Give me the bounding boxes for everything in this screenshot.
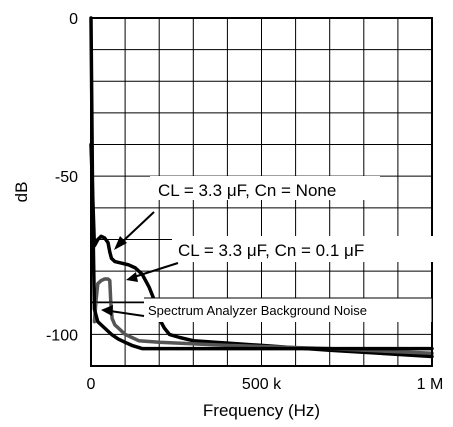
annotation-1-label: CL = 3.3 μF, Cn = None [158, 181, 336, 200]
y-tick-label: 0 [69, 11, 78, 28]
plot-frame [90, 17, 433, 367]
series-line-1 [89, 142, 434, 359]
series-layer [89, 16, 434, 359]
annotation-3-arrowhead [101, 305, 113, 316]
x-axis-title: Frequency (Hz) [203, 401, 320, 420]
annotation-2-arrowhead [126, 272, 138, 282]
series-line-3 [89, 16, 434, 351]
annotation-1-arrowhead [114, 236, 127, 250]
annotation-1-background [150, 176, 380, 200]
y-tick-label: -100 [46, 327, 78, 344]
y-axis-title: dB [12, 182, 31, 203]
annotation-3-label: Spectrum Analyzer Background Noise [148, 303, 367, 318]
series-line-2 [92, 277, 434, 356]
annotation-2-arrow [133, 262, 179, 278]
annotation-2-label: CL = 3.3 μF, Cn = 0.1 μF [178, 241, 364, 260]
annotation-1-arrow [120, 211, 155, 244]
annotation-3-arrow [109, 310, 145, 317]
x-tick-label: 500 k [242, 376, 282, 393]
x-tick-label: 0 [87, 376, 96, 393]
x-tick-label: 1 M [417, 376, 444, 393]
y-tick-label: -50 [55, 169, 78, 186]
annotation-3-box [144, 298, 432, 322]
tick-labels: 0 500 k 1 M 0 -50 -100 [46, 11, 443, 393]
annotation-2-background [172, 236, 448, 262]
